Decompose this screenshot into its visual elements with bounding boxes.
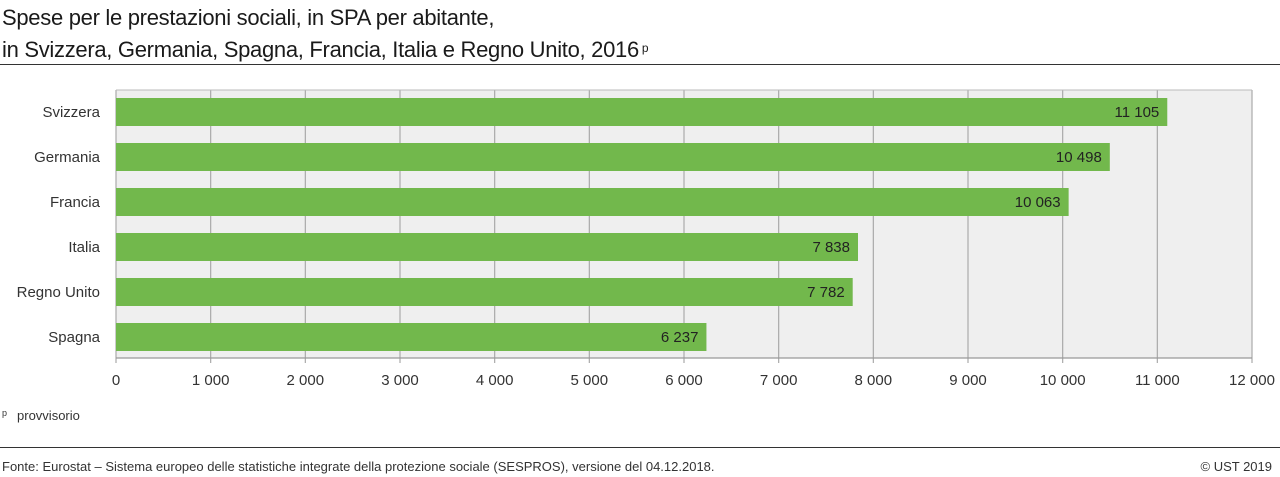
bar-spagna: [116, 323, 707, 351]
bar-francia: [116, 188, 1069, 216]
x-tick-label: 6 000: [665, 372, 703, 389]
data-label: 10 063: [1015, 194, 1061, 211]
footnote: p provvisorio: [2, 408, 80, 423]
x-tick-label: 10 000: [1040, 372, 1086, 389]
category-label: Francia: [50, 194, 101, 211]
chart-title: Spese per le prestazioni sociali, in SPA…: [2, 2, 649, 66]
x-tick-label: 2 000: [287, 372, 325, 389]
title-line-1: Spese per le prestazioni sociali, in SPA…: [2, 5, 495, 30]
data-label: 11 105: [1115, 104, 1160, 121]
category-label: Germania: [34, 149, 101, 166]
x-tick-label: 5 000: [571, 372, 609, 389]
data-label: 6 237: [661, 329, 699, 346]
source-text: Fonte: Eurostat – Sistema europeo delle …: [2, 459, 715, 474]
x-tick-label: 12 000: [1229, 372, 1275, 389]
footnote-symbol: p: [2, 408, 8, 418]
data-label: 10 498: [1056, 149, 1102, 166]
bar-italia: [116, 233, 858, 261]
x-tick-label: 4 000: [476, 372, 514, 389]
data-label: 7 782: [807, 284, 845, 301]
category-label: Italia: [68, 239, 100, 256]
x-tick-label: 7 000: [760, 372, 798, 389]
footnote-text: provvisorio: [17, 408, 80, 423]
bar-svizzera: [116, 98, 1168, 126]
x-tick-label: 11 000: [1135, 372, 1180, 389]
category-label: Regno Unito: [17, 284, 100, 301]
x-tick-label: 9 000: [949, 372, 987, 389]
x-tick-label: 8 000: [855, 372, 893, 389]
x-tick-label: 3 000: [381, 372, 419, 389]
bar-regno-unito: [116, 278, 853, 306]
x-tick-label: 0: [112, 372, 120, 389]
category-label: Svizzera: [42, 104, 100, 121]
copyright: © UST 2019: [1200, 459, 1273, 474]
bar-chart: 0 1 000 2 000 3 000 4 000 5 000 6 000 7 000 8 00…: [17, 89, 1275, 389]
title-divider: [0, 64, 1280, 65]
data-label: 7 838: [812, 239, 850, 256]
footer-divider: [0, 447, 1280, 448]
x-tick-label: 1 000: [192, 372, 230, 389]
provisional-marker: p: [641, 41, 649, 55]
bar-germania: [116, 143, 1110, 171]
title-line-2: in Svizzera, Germania, Spagna, Francia, …: [2, 37, 639, 62]
category-label: Spagna: [48, 329, 100, 346]
